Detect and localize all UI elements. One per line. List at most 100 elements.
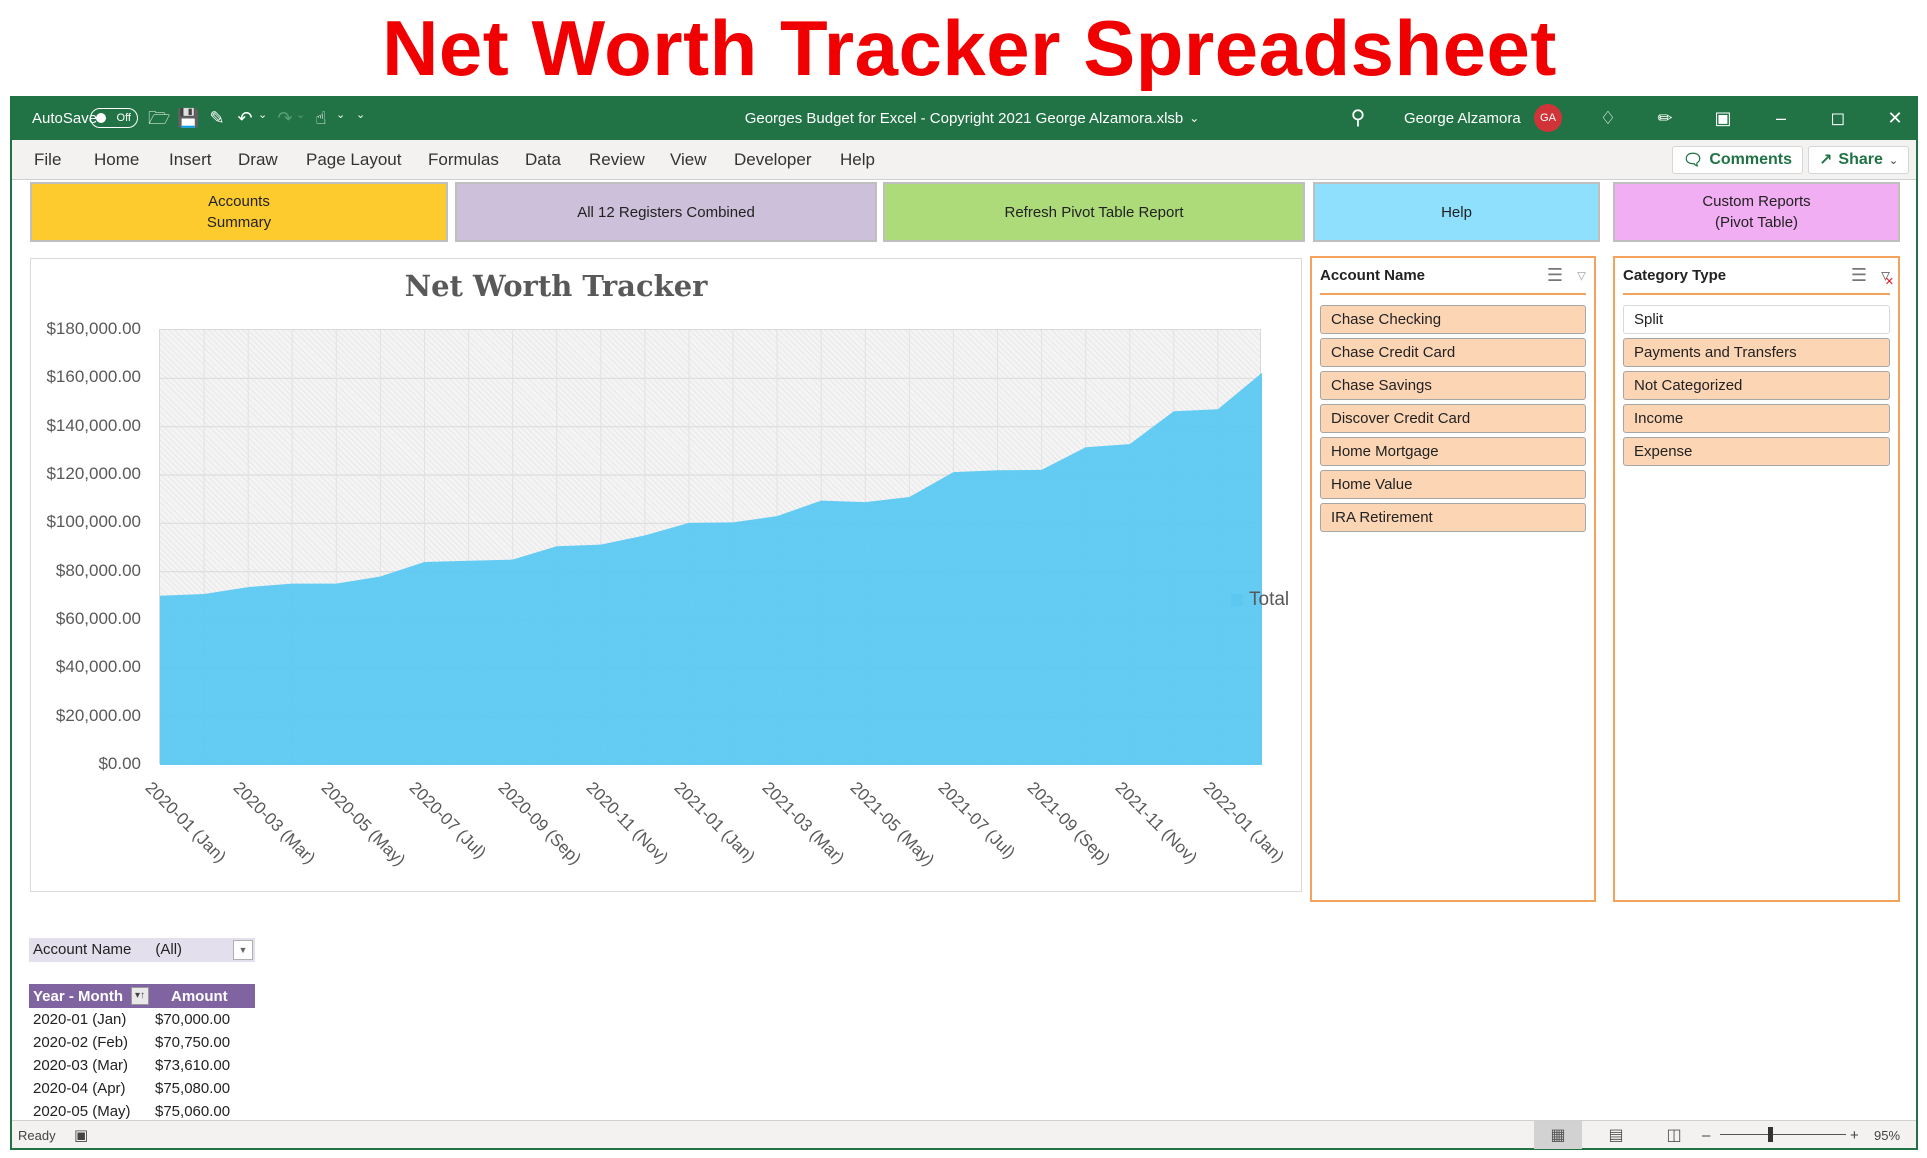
chevron-down-icon: ⌄ — [1189, 111, 1200, 125]
cell-year-month: 2020-03 (Mar) — [33, 1057, 129, 1074]
slicer-category-type: Category Type ☰ ▿ ✕ Split Payments and Tra… — [1613, 256, 1900, 902]
custom-reports-button[interactable]: Custom Reports (Pivot Table) — [1613, 182, 1900, 242]
open-folder-icon[interactable]: 🗁 — [148, 108, 171, 128]
comment-icon: 🗨 — [1683, 152, 1704, 169]
zoom-level[interactable]: 95% — [1874, 1127, 1901, 1143]
y-tick-label: $60,000.00 — [55, 609, 141, 628]
page-layout-view-icon[interactable]: ▤ — [1608, 1127, 1624, 1144]
cell-amount: $73,610.00 — [155, 1057, 231, 1074]
slicer-account-name: Account Name ☰ ▿ Chase Checking Chase Cre… — [1310, 256, 1596, 902]
refresh-pivot-button[interactable]: Refresh Pivot Table Report — [883, 182, 1305, 242]
tab-developer[interactable]: Developer — [734, 150, 812, 169]
page-break-view-icon[interactable]: ◫ — [1666, 1127, 1682, 1144]
document-title[interactable]: Georges Budget for Excel - Copyright 202… — [744, 109, 1200, 127]
slicer-item[interactable]: Chase Checking — [1320, 305, 1586, 334]
tab-file[interactable]: File — [34, 150, 62, 169]
cell-year-month: 2020-04 (Apr) — [33, 1080, 126, 1097]
tab-data[interactable]: Data — [525, 150, 561, 169]
y-tick-label: $80,000.00 — [55, 560, 141, 580]
ribbon-tabs: File Home Insert Draw Page Layout Formul… — [12, 140, 1916, 180]
table-row[interactable]: 2020-03 (Mar) $73,610.00 — [29, 1054, 255, 1077]
filter-dropdown-icon[interactable]: ▼ — [233, 940, 253, 960]
save-as-icon[interactable]: ✎ — [209, 108, 225, 128]
tab-view[interactable]: View — [670, 150, 707, 169]
accounts-summary-button[interactable]: Accounts Summary — [30, 182, 448, 242]
area-series — [160, 330, 1262, 765]
cell-amount: $75,060.00 — [155, 1103, 231, 1120]
share-button[interactable]: ↗ Share ⌄ — [1808, 146, 1910, 174]
slicer-item[interactable]: Discover Credit Card — [1320, 404, 1586, 433]
pen-designer-icon[interactable]: ✏ — [1657, 108, 1673, 128]
cell-year-month: 2020-02 (Feb) — [33, 1034, 129, 1051]
zoom-slider[interactable] — [1720, 1134, 1846, 1135]
help-button[interactable]: Help — [1313, 182, 1600, 242]
slicer-item[interactable]: Home Mortgage — [1320, 437, 1586, 466]
slicer-item[interactable]: Income — [1623, 404, 1890, 433]
x-tick-label: 2021-01 (Jan) — [670, 778, 759, 867]
x-tick-label: 2020-01 (Jan) — [141, 778, 230, 867]
multi-select-icon[interactable]: ☰ — [1850, 265, 1867, 285]
status-bar: Ready ▣ ▦ ▤ ◫ – + 95% — [12, 1120, 1916, 1149]
touch-mode-icon[interactable]: ☝ — [315, 108, 327, 128]
undo-icon[interactable]: ↶ — [237, 108, 253, 128]
cell-amount: $75,080.00 — [155, 1080, 231, 1097]
table-row[interactable]: 2020-05 (May) $75,060.00 — [29, 1100, 255, 1123]
comments-button[interactable]: 🗨 Comments — [1672, 146, 1803, 174]
tab-help[interactable]: Help — [840, 150, 875, 169]
tab-home[interactable]: Home — [94, 150, 140, 169]
slicer-item[interactable]: Expense — [1623, 437, 1890, 466]
minimize-icon[interactable]: – — [1775, 108, 1786, 128]
slicer-item[interactable]: Not Categorized — [1623, 371, 1890, 400]
tab-page-layout[interactable]: Page Layout — [306, 150, 402, 169]
slicer-item[interactable]: Home Value — [1320, 470, 1586, 499]
zoom-in-button[interactable]: + — [1850, 1126, 1859, 1144]
y-tick-label: $180,000.00 — [46, 319, 141, 338]
normal-view-icon[interactable]: ▦ — [1534, 1121, 1582, 1149]
accessibility-icon[interactable]: ▣ — [74, 1127, 89, 1144]
y-tick-label: $0.00 — [98, 754, 141, 773]
slicer-item[interactable]: Chase Credit Card — [1320, 338, 1586, 367]
table-row[interactable]: 2020-01 (Jan) $70,000.00 — [29, 1008, 255, 1031]
tab-review[interactable]: Review — [589, 150, 645, 169]
undo-dropdown-icon[interactable]: ⌄ — [258, 109, 268, 121]
y-tick-label: $120,000.00 — [46, 464, 141, 483]
y-tick-label: $100,000.00 — [46, 512, 141, 532]
cell-amount: $70,750.00 — [155, 1034, 231, 1051]
slicer-item[interactable]: Chase Savings — [1320, 371, 1586, 400]
ribbon-display-icon[interactable]: ▣ — [1714, 108, 1732, 128]
sort-filter-icon[interactable]: ▾↑ — [131, 987, 149, 1005]
table-row[interactable]: 2020-04 (Apr) $75,080.00 — [29, 1077, 255, 1100]
slicer-item[interactable]: Split — [1623, 305, 1890, 334]
all-registers-combined-button[interactable]: All 12 Registers Combined — [455, 182, 877, 242]
status-text: Ready — [18, 1127, 56, 1143]
multi-select-icon[interactable]: ☰ — [1546, 265, 1563, 285]
touch-dropdown-icon[interactable]: ⌄ — [336, 109, 346, 121]
x-tick-label: 2021-03 (Mar) — [758, 778, 849, 868]
cell-amount: $70,000.00 — [155, 1011, 231, 1028]
avatar[interactable]: GA — [1534, 104, 1562, 132]
slicer-item[interactable]: Payments and Transfers — [1623, 338, 1890, 367]
x-tick-label: 2020-07 (Jul) — [406, 778, 491, 863]
tab-formulas[interactable]: Formulas — [428, 150, 499, 169]
x-tick-label: 2021-11 (Nov) — [1111, 778, 1201, 868]
tab-insert[interactable]: Insert — [169, 150, 212, 169]
maximize-icon[interactable]: ◻ — [1830, 108, 1846, 128]
header-amount: Amount — [171, 987, 228, 1005]
y-tick-label: $160,000.00 — [46, 367, 141, 387]
table-row[interactable]: 2020-02 (Feb) $70,750.00 — [29, 1031, 255, 1054]
y-tick-label: $140,000.00 — [46, 415, 141, 435]
zoom-out-button[interactable]: – — [1702, 1126, 1711, 1144]
slicer-item[interactable]: IRA Retirement — [1320, 503, 1586, 532]
clear-filter-icon[interactable]: ▿ ✕ — [1880, 265, 1894, 288]
tab-draw[interactable]: Draw — [238, 150, 278, 169]
autosave-toggle[interactable]: Off — [90, 108, 138, 128]
search-icon[interactable]: ⚲ — [1350, 107, 1366, 129]
chevron-down-icon: ⌄ — [1888, 154, 1899, 167]
zoom-slider-thumb[interactable] — [1768, 1127, 1773, 1142]
user-name: George Alzamora — [1404, 109, 1521, 127]
diamond-premium-icon[interactable]: ♢ — [1599, 108, 1617, 128]
net-worth-chart[interactable]: Net Worth Tracker $0.00 $20,000.00 $40,000… — [30, 258, 1302, 892]
save-icon[interactable]: 💾 — [177, 108, 200, 128]
customize-toolbar-icon[interactable]: ⌄ — [356, 109, 366, 121]
close-icon[interactable]: ✕ — [1887, 108, 1903, 128]
